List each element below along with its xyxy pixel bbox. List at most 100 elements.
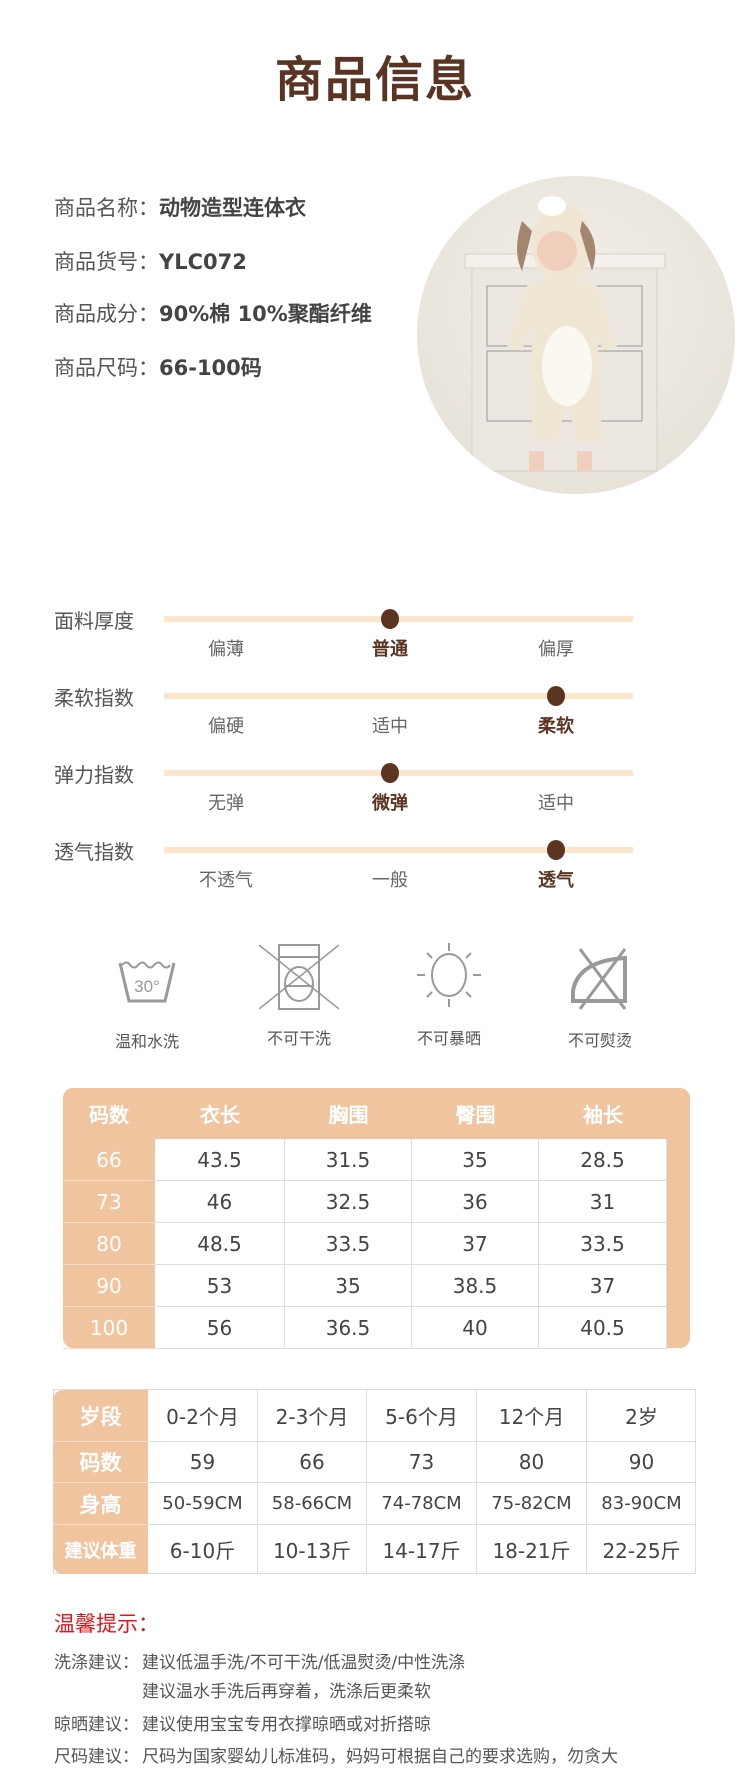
table-cell: 40 [412,1307,539,1349]
size-label: 66 [63,1139,155,1181]
table-cell: 75-82CM [477,1483,587,1525]
table-cell: 73 [367,1442,477,1483]
table-cell: 66 [258,1442,367,1483]
slider-label: 柔软指数 [54,686,134,710]
info-row: 商品成分：90%棉 10%聚酯纤维 [54,298,372,328]
rating-option: 一般 [372,870,408,891]
care-label: 不可干洗 [266,1029,331,1048]
table-cell: 33.5 [539,1223,667,1265]
rating-marker [381,609,399,629]
info-label: 商品成分： [54,302,159,326]
table-cell: 74-78CM [367,1483,477,1525]
table-cell: 31.5 [285,1139,412,1181]
info-row: 商品名称：动物造型连体衣 [54,192,306,222]
care-label: 温和水洗 [114,1032,180,1051]
rating-option: 透气 [538,870,574,891]
tip-label: 尺码建议： [54,1747,139,1767]
size-label: 80 [63,1223,155,1265]
table-cell: 83-90CM [587,1483,696,1525]
info-row: 商品尺码：66-100码 [54,352,262,382]
rating-option: 适中 [372,716,408,737]
table-cell: 50-59CM [148,1483,258,1525]
table-cell: 59 [148,1442,258,1483]
no-dry-clean-icon [259,942,339,1012]
info-value: 动物造型连体衣 [159,196,306,220]
table-header: 袖长 [583,1103,623,1127]
table-cell: 14-17斤 [367,1525,477,1574]
tip-label: 晾晒建议： [54,1715,139,1735]
rating-option: 无弹 [208,793,244,814]
slider-label: 透气指数 [54,840,134,864]
info-value: 66-100码 [159,356,262,380]
rating-marker [547,840,565,860]
table-header: 衣长 [200,1103,240,1127]
table-header: 码数 [89,1103,129,1127]
table-cell: 35 [412,1139,539,1181]
info-value: YLC072 [159,250,247,274]
table-cell: 80 [477,1442,587,1483]
page-title: 商品信息 [274,52,475,108]
row-header: 岁段 [53,1390,148,1442]
rating-option: 偏厚 [538,639,574,660]
rating-option: 适中 [538,793,574,814]
rating-marker [547,686,565,706]
care-item: 不可干洗 [259,942,339,1049]
rating-track [164,847,633,853]
tip-label: 洗涤建议： [54,1653,139,1673]
row-header: 码数 [53,1442,148,1483]
info-row: 商品货号：YLC072 [54,246,247,276]
table-cell: 28.5 [539,1139,667,1181]
table-cell: 2岁 [587,1390,696,1442]
table-header: 臀围 [455,1103,496,1127]
table-cell: 37 [539,1265,667,1307]
table-cell: 46 [155,1181,285,1223]
tip-text: 尺码为国家婴幼儿标准码，妈妈可根据自己的要求选购，勿贪大 [142,1747,618,1767]
care-item: 30° 温和水洗 [115,945,179,1052]
table-cell: 53 [155,1265,285,1307]
info-value: 90%棉 10%聚酯纤维 [159,302,372,326]
care-item: 不可熨烫 [568,944,632,1051]
table-cell: 37 [412,1223,539,1265]
table-cell: 31 [539,1181,667,1223]
table-cell: 58-66CM [258,1483,367,1525]
rating-option: 普通 [372,639,408,660]
table-cell: 5-6个月 [367,1390,477,1442]
rating-option: 偏薄 [208,639,244,660]
tip-text: 建议使用宝宝专用衣撑晾晒或对折搭晾 [142,1715,431,1735]
info-label: 商品尺码： [54,356,159,380]
rating-option: 偏硬 [208,716,244,737]
rating-option: 柔软 [538,716,574,737]
table-cell: 12个月 [477,1390,587,1442]
table-cell: 32.5 [285,1181,412,1223]
rating-marker [381,763,399,783]
size-table: 码数 衣长 胸围 臀围 袖长 66 43.5 31.5 35 28.5 73 46 32.5 36 31 80… [63,1088,690,1349]
size-label: 73 [63,1181,155,1223]
table-cell: 43.5 [155,1139,285,1181]
tip-text: 建议低温手洗/不可干洗/低温熨烫/中性洗涤 [142,1653,466,1673]
rating-option: 不透气 [199,870,253,891]
table-cell: 38.5 [412,1265,539,1307]
rating-track [164,693,633,699]
row-header: 建议体重 [53,1525,148,1574]
care-item: 不可暴晒 [416,940,481,1049]
table-cell: 48.5 [155,1223,285,1265]
age-size-table: 岁段 0-2个月 2-3个月 5-6个月 12个月 2岁 码数 59 66 73 80 90 身高 50-… [53,1389,696,1574]
table-cell: 6-10斤 [148,1525,258,1574]
size-label: 90 [63,1265,155,1307]
table-cell: 36.5 [285,1307,412,1349]
table-header: 胸围 [328,1103,369,1127]
tips-title: 温馨提示： [54,1612,159,1636]
care-label: 不可熨烫 [567,1031,633,1050]
slider-label: 面料厚度 [54,609,134,633]
table-cell: 18-21斤 [477,1525,587,1574]
table-cell: 33.5 [285,1223,412,1265]
no-sun-icon [416,940,481,1010]
rating-option: 微弹 [372,793,408,814]
table-cell: 10-13斤 [258,1525,367,1574]
table-cell: 40.5 [539,1307,667,1349]
no-iron-icon [568,944,632,1014]
table-cell: 36 [412,1181,539,1223]
table-cell: 2-3个月 [258,1390,367,1442]
info-label: 商品名称： [54,196,159,220]
row-header: 身高 [53,1483,148,1525]
